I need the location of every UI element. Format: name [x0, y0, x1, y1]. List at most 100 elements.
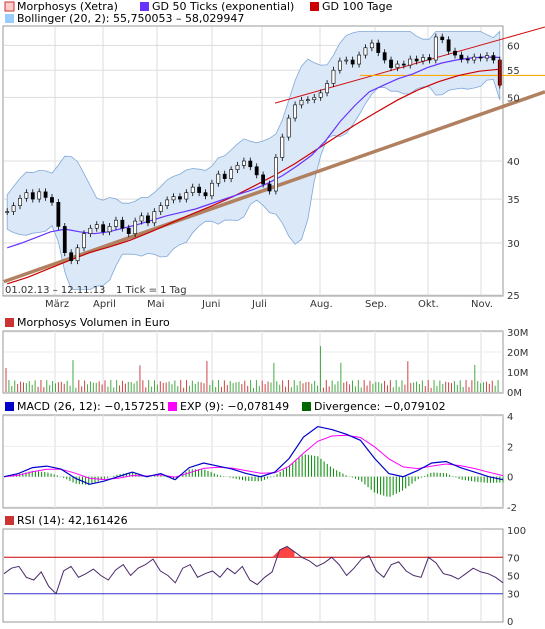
rsi-tick-label: 70	[507, 553, 520, 564]
month-label: Mai	[147, 299, 165, 310]
candle-body	[325, 83, 329, 94]
exp-line	[3, 434, 504, 481]
candle-body	[280, 136, 285, 158]
candle-body	[344, 59, 349, 62]
price-layer	[3, 26, 545, 290]
macd-layer	[3, 425, 504, 497]
candle-body	[107, 226, 112, 233]
macd-tick-label: 2	[507, 442, 513, 453]
rsi-overbought-fill	[272, 546, 369, 558]
candle-body	[235, 165, 240, 170]
month-label: Aug.	[310, 299, 333, 310]
legend-swatch-gd100	[310, 2, 319, 11]
legend-swatch-divergence	[302, 402, 311, 411]
legend-bollinger: Bollinger (20, 2): 55,750053 – 58,029947	[17, 12, 244, 25]
price-tick-label: 35	[507, 195, 520, 206]
candle-body	[197, 186, 202, 193]
volume-layer	[5, 346, 499, 392]
candle-body	[401, 63, 406, 66]
month-label: Juli	[251, 299, 267, 310]
candle-body	[94, 224, 99, 229]
candle-body	[331, 69, 336, 84]
candle-body	[139, 215, 144, 222]
candle-body	[178, 196, 182, 200]
candle-body	[229, 169, 234, 179]
volume-tick-label: 30M	[507, 328, 528, 339]
legend-swatch-exp	[168, 402, 177, 411]
candle-body	[37, 191, 42, 200]
candle-body	[222, 173, 227, 179]
candle-body	[18, 197, 22, 206]
candle-body	[184, 192, 189, 200]
candle-body	[165, 199, 170, 206]
candle-body	[350, 59, 355, 65]
candle-body	[24, 192, 29, 199]
candle-body	[171, 196, 176, 201]
legend-swatch-macd	[5, 402, 14, 411]
candle-body	[120, 219, 125, 229]
candle-body	[382, 52, 387, 61]
volume-panel	[2, 330, 504, 394]
candle-body	[101, 224, 106, 233]
rsi-tick-label: 30	[507, 590, 520, 601]
candle-body	[491, 55, 496, 61]
macd-tick-label: 4	[507, 412, 513, 423]
candle-body	[293, 104, 297, 119]
candle-body	[312, 97, 317, 100]
candle-body	[465, 58, 470, 61]
rsi-layer	[3, 545, 504, 595]
volume-legend: Morphosys Volumen in Euro	[5, 316, 170, 329]
candle-body	[242, 160, 246, 166]
candle-body	[357, 54, 361, 65]
legend-rsi: RSI (14): 42,161426	[17, 514, 128, 527]
legend-volume: Morphosys Volumen in Euro	[17, 316, 170, 329]
candle-body	[203, 192, 208, 197]
candle-body	[440, 36, 445, 41]
candle-body	[75, 247, 80, 261]
bollinger-band	[6, 30, 501, 290]
legend-swatch-gd50	[140, 2, 149, 11]
candle-body	[337, 60, 342, 71]
candle-body	[376, 42, 381, 53]
candle-body	[363, 47, 368, 56]
price-tick-label: 50	[507, 93, 520, 104]
candle-body	[50, 197, 54, 203]
macd-tick-label: 0	[507, 473, 513, 484]
candle-body	[126, 227, 131, 234]
legend-macd: MACD (26, 12): −0,157251	[17, 400, 166, 413]
candle-body	[446, 39, 451, 52]
candle-body	[62, 226, 67, 253]
candle-body	[273, 157, 278, 192]
candle-body	[254, 166, 259, 176]
candle-body	[395, 63, 400, 68]
candle-body	[427, 57, 432, 61]
month-label: Okt.	[418, 299, 439, 310]
candle-body	[30, 192, 35, 200]
price-tick-label: 55	[507, 66, 520, 77]
rsi-legend: RSI (14): 42,161426	[5, 514, 128, 527]
candle-body	[421, 57, 425, 62]
macd-tick-label: -2	[507, 503, 517, 514]
date-range: 01.02.13 – 12.11.13	[5, 285, 105, 296]
price-tick-label: 25	[507, 291, 520, 302]
month-label: März	[45, 299, 69, 310]
legend-divergence: Divergence: −0,079102	[314, 400, 446, 413]
candle-body	[88, 227, 93, 234]
month-label: Sep.	[365, 299, 387, 310]
price-legend: Morphosys (Xetra) GD 50 Ticks (exponenti…	[4, 0, 393, 25]
candle-body	[453, 50, 457, 56]
candle-body	[472, 56, 477, 61]
price-tick-label: 60	[507, 41, 520, 52]
price-tick-label: 30	[507, 239, 520, 250]
candle-body	[43, 191, 48, 198]
legend-exp: EXP (9): −0,078149	[180, 400, 289, 413]
month-label: Juni	[201, 299, 220, 310]
candle-body	[248, 160, 253, 168]
candle-body	[82, 233, 86, 249]
tick-info: 1 Tick = 1 Tag	[116, 285, 187, 296]
legend-swatch-volume	[5, 318, 14, 327]
candle-body	[433, 36, 438, 61]
rsi-tick-label: 100	[507, 526, 526, 537]
rsi-tick-label: 0	[507, 617, 513, 628]
candle-body	[485, 55, 489, 59]
